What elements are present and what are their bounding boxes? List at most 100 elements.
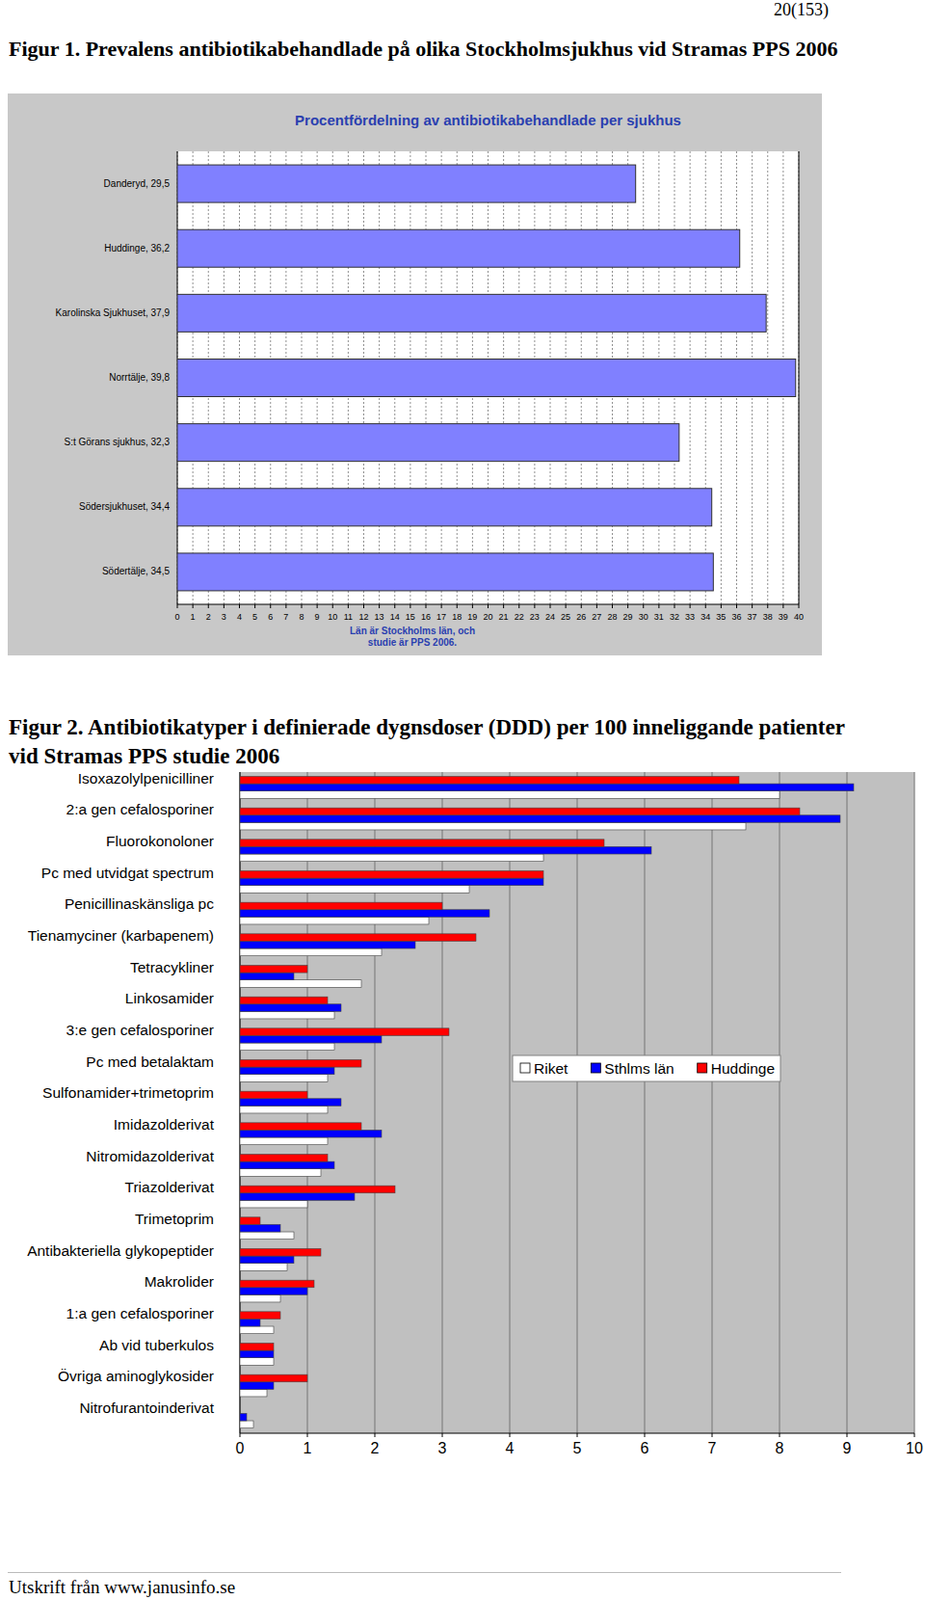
tick-label: 36 xyxy=(731,611,741,622)
chart-1: Procentfördelning av antibiotikabehandla… xyxy=(7,93,822,656)
bar xyxy=(239,1311,281,1320)
bar xyxy=(177,553,714,591)
tick-mark xyxy=(565,604,567,608)
chart-title: Procentfördelning av antibiotikabehandla… xyxy=(294,111,682,129)
bar xyxy=(239,1090,308,1099)
bar xyxy=(239,1010,335,1019)
bar xyxy=(239,1231,294,1240)
category-label: Penicillinaskänsliga pc xyxy=(64,895,214,912)
bar xyxy=(239,1248,321,1257)
tick-label: 39 xyxy=(778,611,789,622)
tick-label: 25 xyxy=(560,611,571,622)
bar xyxy=(239,839,605,847)
category-label: 1:a gen cefalosporiner xyxy=(66,1304,214,1322)
tick-mark xyxy=(502,604,504,608)
tick-mark xyxy=(644,1432,646,1437)
tick-label: 3 xyxy=(438,1439,448,1456)
tick-mark xyxy=(363,604,365,608)
tick-label: 7 xyxy=(708,1439,717,1456)
bar xyxy=(177,293,767,332)
category-label: Pc med utvidgat spectrum xyxy=(41,864,214,881)
tick-mark xyxy=(347,604,349,608)
category-label: Fluorokonoloner xyxy=(105,832,214,849)
page-number: 20(153) xyxy=(773,0,829,21)
bar xyxy=(239,1412,247,1421)
bar xyxy=(239,1034,382,1043)
bar xyxy=(239,1381,274,1390)
bar xyxy=(239,871,544,879)
tick-label: 1 xyxy=(190,611,196,622)
category-label: Antibakteriella glykopeptider xyxy=(26,1242,214,1259)
axis-line xyxy=(798,151,800,605)
tick-label: 0 xyxy=(236,1439,245,1456)
tick-mark xyxy=(374,1432,376,1437)
bar xyxy=(239,1004,342,1012)
tick-label: 21 xyxy=(499,611,509,622)
figure-caption: Figur 1. Prevalens antibiotikabehandlade… xyxy=(8,36,876,62)
tick-label: 27 xyxy=(591,611,602,622)
tick-label: 31 xyxy=(654,611,664,622)
tick-label: 2 xyxy=(370,1439,380,1456)
tick-label: 24 xyxy=(545,611,555,622)
grid-line xyxy=(778,771,780,1433)
tick-mark xyxy=(442,1432,444,1437)
bar xyxy=(239,948,382,956)
tick-mark xyxy=(317,604,318,608)
tick-mark xyxy=(223,604,225,608)
tick-mark xyxy=(533,604,535,608)
category-label: Nitromidazolderivat xyxy=(85,1147,214,1164)
bar xyxy=(239,1343,274,1351)
tick-mark xyxy=(712,1432,714,1437)
bar xyxy=(239,1059,362,1068)
bar xyxy=(239,1028,450,1036)
bar xyxy=(239,1192,355,1201)
tick-mark xyxy=(689,604,691,608)
bar xyxy=(239,979,362,988)
tick-mark xyxy=(846,1432,848,1437)
category-label: Karolinska Sjukhuset, 37,9 xyxy=(55,307,171,318)
tick-label: 14 xyxy=(390,611,400,622)
category-label: Linkosamider xyxy=(125,989,214,1006)
legend-label: Riket xyxy=(533,1059,569,1077)
bar xyxy=(239,1263,288,1271)
bar xyxy=(239,901,443,910)
bar xyxy=(239,1374,308,1382)
category-label: Triazolderivat xyxy=(125,1178,215,1195)
bar xyxy=(177,164,636,203)
bar xyxy=(239,1161,335,1169)
tick-label: 34 xyxy=(700,611,711,622)
bar xyxy=(239,1279,315,1288)
tick-mark xyxy=(394,604,396,608)
bar xyxy=(239,1405,241,1414)
bar xyxy=(239,972,294,980)
category-label: Pc med betalaktam xyxy=(85,1053,214,1070)
tick-label: 32 xyxy=(669,611,680,622)
tick-label: 13 xyxy=(374,611,385,622)
tick-label: 2 xyxy=(206,611,212,622)
tick-mark xyxy=(192,604,194,608)
category-label: Södersjukhuset, 34,4 xyxy=(79,501,170,512)
bar xyxy=(177,488,713,527)
legend-label: Huddinge xyxy=(711,1059,775,1077)
category-label: Norrtälje, 39,8 xyxy=(108,371,170,383)
tick-mark xyxy=(581,604,582,608)
category-label: Tetracykliner xyxy=(130,958,214,976)
tick-label: 11 xyxy=(343,611,353,622)
tick-mark xyxy=(285,604,287,608)
tick-mark xyxy=(658,604,660,608)
plot-area xyxy=(239,771,915,1433)
tick-mark xyxy=(208,604,210,608)
tick-label: 28 xyxy=(607,611,617,622)
bar xyxy=(239,940,416,949)
tick-mark xyxy=(307,1432,309,1437)
category-label: Trimetoprim xyxy=(134,1210,214,1227)
bar xyxy=(239,783,854,792)
tick-label: 29 xyxy=(623,611,634,622)
tick-mark xyxy=(798,604,800,608)
bar xyxy=(239,1349,274,1358)
grid-line xyxy=(643,771,645,1433)
tick-mark xyxy=(782,604,784,608)
tick-mark xyxy=(269,604,271,608)
bar xyxy=(239,1223,281,1232)
category-label: Övriga aminoglykosider xyxy=(57,1367,214,1384)
